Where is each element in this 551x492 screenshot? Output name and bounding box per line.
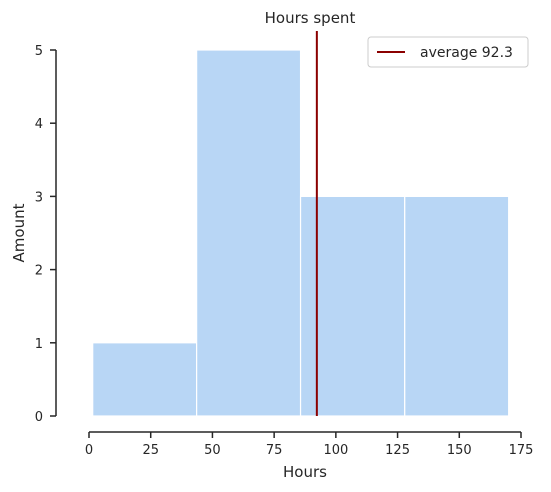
histogram-bar-0	[92, 342, 198, 417]
y-tick-label: 1	[35, 337, 43, 352]
x-tick-label: 75	[266, 443, 283, 458]
x-tick-label: 50	[204, 443, 221, 458]
x-axis-label: Hours	[283, 463, 327, 481]
x-tick-label: 0	[85, 443, 93, 458]
y-tick-label: 2	[35, 264, 43, 279]
x-tick-label: 150	[447, 443, 472, 458]
legend-label-average: average 92.3	[420, 45, 513, 61]
x-tick-label: 125	[385, 443, 410, 458]
bars-group	[92, 49, 510, 417]
y-tick-label: 0	[35, 410, 43, 425]
x-ticks-group: 0 25 50 75 100 125 150 175	[85, 432, 534, 458]
chart-title: Hours spent	[265, 9, 356, 27]
y-tick-label: 5	[35, 44, 43, 59]
y-tick-label: 3	[35, 190, 43, 205]
legend-box	[367, 36, 529, 68]
y-axis-label: Amount	[10, 203, 28, 262]
histogram-bar-2	[299, 195, 406, 417]
y-tick-label: 4	[35, 117, 43, 132]
x-tick-label: 100	[323, 443, 348, 458]
legend: average 92.3	[367, 36, 529, 68]
y-ticks-group: 0 1 2 3 4 5	[35, 44, 56, 425]
histogram-bar-1	[196, 49, 302, 417]
x-tick-label: 25	[142, 443, 159, 458]
histogram-bar-3	[404, 195, 510, 417]
x-tick-label: 175	[509, 443, 534, 458]
